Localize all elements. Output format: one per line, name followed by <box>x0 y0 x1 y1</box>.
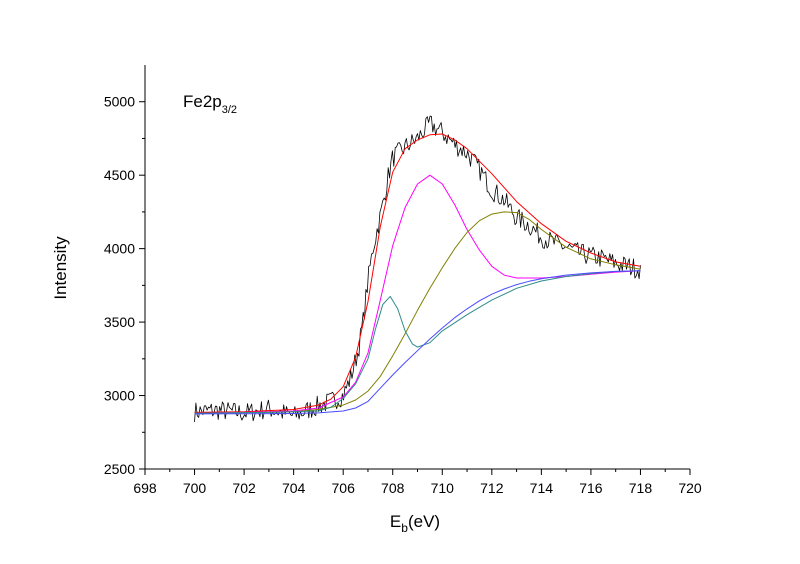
x-tick-label: 700 <box>183 480 207 496</box>
x-tick-label: 710 <box>431 480 455 496</box>
y-tick-label: 2500 <box>104 461 135 477</box>
annotation-main: Fe2p <box>183 92 222 111</box>
x-axis-title-suffix: (eV) <box>408 512 440 531</box>
series-line-component <box>194 211 641 414</box>
x-tick-label: 706 <box>332 480 356 496</box>
x-tick-label: 716 <box>579 480 603 496</box>
annotation-subscript: 3/2 <box>222 104 237 116</box>
y-tick-label: 4500 <box>104 167 135 183</box>
series-line-background <box>194 270 641 415</box>
x-tick-label: 720 <box>678 480 702 496</box>
x-axis-title-main: E <box>390 512 401 531</box>
plot-lines <box>194 115 641 423</box>
x-tick-label: 708 <box>381 480 405 496</box>
y-ticks: 2500 3000 3500 4000 4500 5000 <box>104 94 145 477</box>
x-tick-label: 702 <box>232 480 256 496</box>
y-axis-title: Intensity <box>51 236 70 300</box>
y-tick-label: 3000 <box>104 388 135 404</box>
x-tick-label: 698 <box>133 480 157 496</box>
series-line-noisy-data <box>194 115 641 423</box>
x-ticks: 698 700 702 704 706 708 710 712 714 716 718 720 <box>133 469 702 496</box>
x-tick-label: 712 <box>480 480 504 496</box>
series-line-component <box>194 174 641 414</box>
x-tick-label: 718 <box>629 480 653 496</box>
y-tick-label: 4000 <box>104 241 135 257</box>
series-line-component <box>194 270 641 414</box>
x-tick-label: 714 <box>530 480 554 496</box>
x-tick-label: 704 <box>282 480 306 496</box>
y-tick-label: 5000 <box>104 94 135 110</box>
spectrum-annotation: Fe2p3/2 <box>183 92 237 116</box>
x-axis-title: Eb(eV) <box>390 512 440 535</box>
x-axis-title-subscript: b <box>401 521 408 535</box>
series-line-fit-envelope <box>194 133 641 413</box>
y-tick-label: 3500 <box>104 314 135 330</box>
